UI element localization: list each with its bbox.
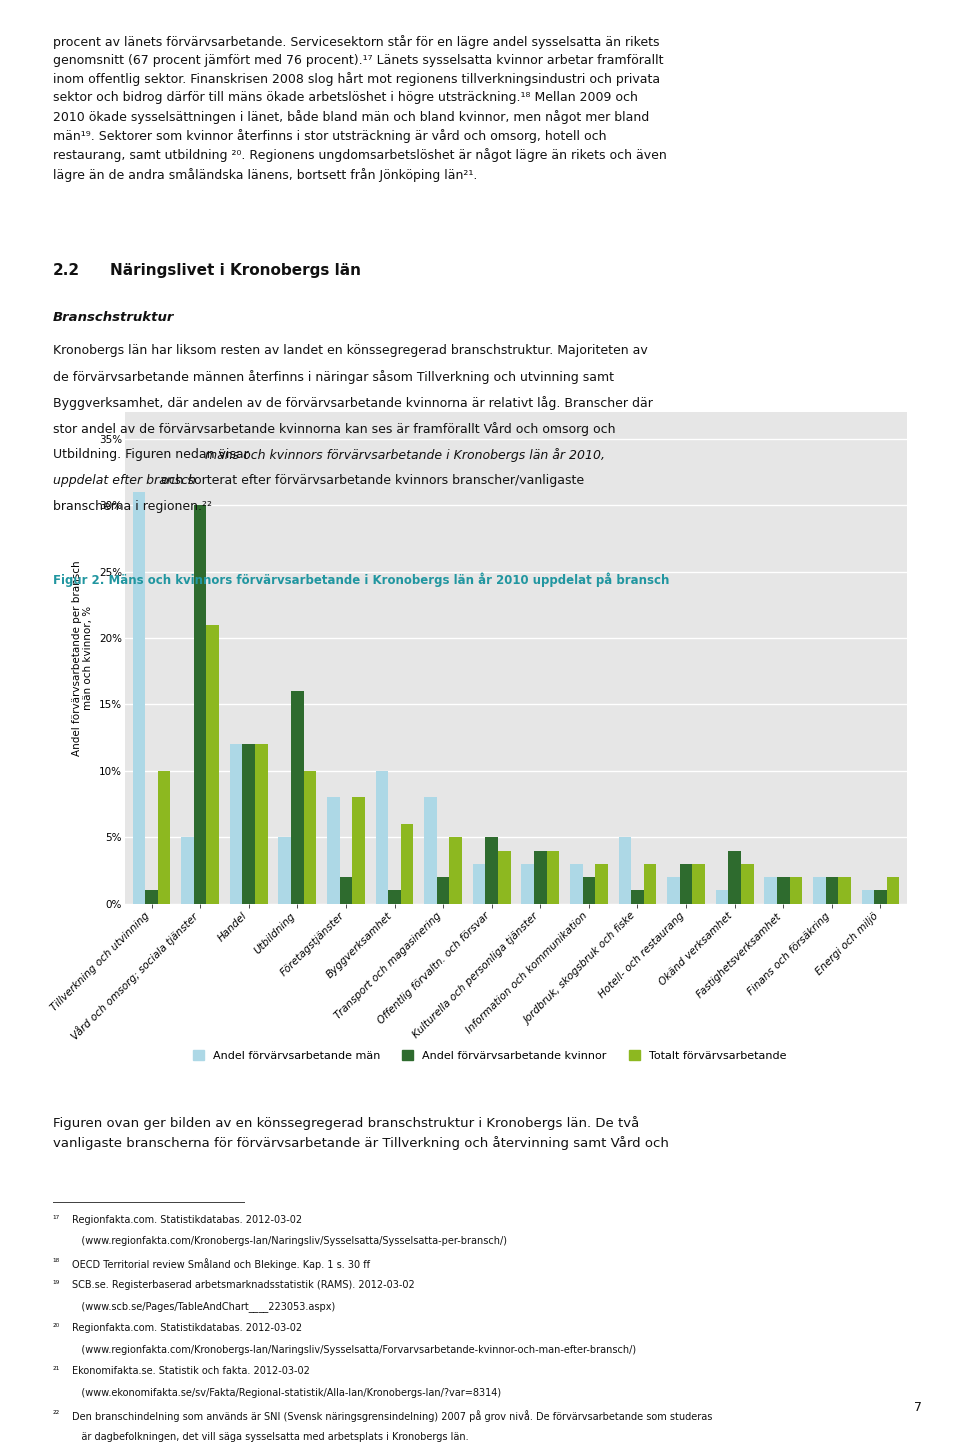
Bar <box>887 878 900 904</box>
Text: branscherna i regionen.²²: branscherna i regionen.²² <box>53 500 212 513</box>
Bar <box>278 837 291 904</box>
Text: Figur 2. Mäns och kvinnors förvärvsarbetande i Kronobergs län år 2010 uppdelat p: Figur 2. Mäns och kvinnors förvärvsarbet… <box>53 573 669 587</box>
Bar <box>546 850 560 904</box>
Text: de förvärvsarbetande männen återfinns i näringar såsom Tillverkning och utvinnin: de förvärvsarbetande männen återfinns i … <box>53 370 613 385</box>
Bar <box>132 492 145 904</box>
Bar <box>437 878 449 904</box>
Bar <box>644 863 657 904</box>
Bar <box>631 891 644 904</box>
Bar <box>352 797 365 904</box>
Text: ²²: ²² <box>53 1410 60 1419</box>
Bar <box>729 850 741 904</box>
Bar <box>388 891 401 904</box>
Bar <box>229 745 243 904</box>
Text: och sorterat efter förvärvsarbetande kvinnors branscher/vanligaste: och sorterat efter förvärvsarbetande kvi… <box>157 474 585 487</box>
Text: Regionfakta.com. Statistikdatabas. 2012-03-02: Regionfakta.com. Statistikdatabas. 2012-… <box>72 1215 302 1225</box>
Text: ¹⁹: ¹⁹ <box>53 1280 60 1288</box>
Text: Branschstruktur: Branschstruktur <box>53 311 174 324</box>
Text: ²¹: ²¹ <box>53 1366 60 1375</box>
Bar <box>449 837 462 904</box>
Bar <box>680 863 692 904</box>
Bar <box>789 878 803 904</box>
Bar <box>498 850 511 904</box>
Bar <box>255 745 268 904</box>
Text: 7: 7 <box>914 1401 922 1414</box>
Y-axis label: Andel förvärvsarbetande per bransch
män och kvinnor, %: Andel förvärvsarbetande per bransch män … <box>72 560 93 756</box>
Text: SCB.se. Registerbaserad arbetsmarknadsstatistik (RAMS). 2012-03-02: SCB.se. Registerbaserad arbetsmarknadsst… <box>72 1280 415 1290</box>
Bar <box>741 863 754 904</box>
Bar <box>486 837 498 904</box>
Text: ¹⁷: ¹⁷ <box>53 1215 60 1223</box>
Bar <box>291 691 303 904</box>
Bar <box>327 797 340 904</box>
Text: (www.regionfakta.com/Kronobergs-lan/Naringsliv/Sysselsatta/Sysselsatta-per-brans: (www.regionfakta.com/Kronobergs-lan/Nari… <box>72 1236 507 1246</box>
Text: (www.scb.se/Pages/TableAndChart____223053.aspx): (www.scb.se/Pages/TableAndChart____22305… <box>72 1301 335 1313</box>
Bar <box>764 878 777 904</box>
Bar <box>181 837 194 904</box>
Bar <box>194 505 206 904</box>
Bar <box>424 797 437 904</box>
Text: ²⁰: ²⁰ <box>53 1323 60 1332</box>
Text: Ekonomifakta.se. Statistik och fakta. 2012-03-02: Ekonomifakta.se. Statistik och fakta. 20… <box>72 1366 310 1377</box>
Bar <box>838 878 851 904</box>
Text: procent av länets förvärvsarbetande. Servicesektorn står för en lägre andel syss: procent av länets förvärvsarbetande. Ser… <box>53 35 666 182</box>
Text: OECD Territorial review Småland och Blekinge. Kap. 1 s. 30 ff: OECD Territorial review Småland och Blek… <box>72 1258 370 1270</box>
Bar <box>472 863 486 904</box>
Bar <box>145 891 157 904</box>
Bar <box>401 824 414 904</box>
Text: Näringslivet i Kronobergs län: Näringslivet i Kronobergs län <box>110 263 361 278</box>
Text: Figuren ovan ger bilden av en könssegregerad branschstruktur i Kronobergs län. D: Figuren ovan ger bilden av en könssegreg… <box>53 1116 669 1150</box>
Bar <box>595 863 608 904</box>
Text: (www.ekonomifakta.se/sv/Fakta/Regional-statistik/Alla-lan/Kronobergs-lan/?var=83: (www.ekonomifakta.se/sv/Fakta/Regional-s… <box>72 1388 501 1398</box>
Bar <box>777 878 789 904</box>
Text: (www.regionfakta.com/Kronobergs-lan/Naringsliv/Sysselsatta/Forvarvsarbetande-kvi: (www.regionfakta.com/Kronobergs-lan/Nari… <box>72 1345 636 1355</box>
Bar <box>534 850 546 904</box>
Bar <box>826 878 838 904</box>
Bar <box>716 891 729 904</box>
Text: ¹⁸: ¹⁸ <box>53 1258 60 1267</box>
Bar <box>861 891 875 904</box>
Bar <box>206 625 219 904</box>
Text: Byggverksamhet, där andelen av de förvärvsarbetande kvinnorna är relativt låg. B: Byggverksamhet, där andelen av de förvär… <box>53 396 653 411</box>
Bar <box>303 771 316 904</box>
Text: Kronobergs län har liksom resten av landet en könssegregerad branschstruktur. Ma: Kronobergs län har liksom resten av land… <box>53 344 648 357</box>
Bar <box>570 863 583 904</box>
Text: mäns och kvinnors förvärvsarbetande i Kronobergs län år 2010,: mäns och kvinnors förvärvsarbetande i Kr… <box>204 448 605 463</box>
Text: är dagbefolkningen, det vill säga sysselsatta med arbetsplats i Kronobergs län.: är dagbefolkningen, det vill säga syssel… <box>72 1432 468 1442</box>
Bar <box>813 878 826 904</box>
Bar <box>521 863 534 904</box>
Text: 2.2: 2.2 <box>53 263 80 278</box>
Bar <box>618 837 631 904</box>
Text: Den branschindelning som används är SNI (Svensk näringsgrensindelning) 2007 på g: Den branschindelning som används är SNI … <box>72 1410 712 1421</box>
Text: uppdelat efter bransch: uppdelat efter bransch <box>53 474 196 487</box>
Bar <box>340 878 352 904</box>
Text: Regionfakta.com. Statistikdatabas. 2012-03-02: Regionfakta.com. Statistikdatabas. 2012-… <box>72 1323 302 1333</box>
Bar <box>692 863 705 904</box>
Text: stor andel av de förvärvsarbetande kvinnorna kan ses är framförallt Vård och oms: stor andel av de förvärvsarbetande kvinn… <box>53 422 615 437</box>
Bar <box>375 771 388 904</box>
Bar <box>583 878 595 904</box>
Legend: Andel förvärvsarbetande män, Andel förvärvsarbetande kvinnor, Totalt förvärvsarb: Andel förvärvsarbetande män, Andel förvä… <box>188 1045 791 1066</box>
Bar <box>875 891 887 904</box>
Bar <box>243 745 255 904</box>
Text: Utbildning. Figuren nedan visar: Utbildning. Figuren nedan visar <box>53 448 252 461</box>
Bar <box>157 771 171 904</box>
Bar <box>667 878 680 904</box>
